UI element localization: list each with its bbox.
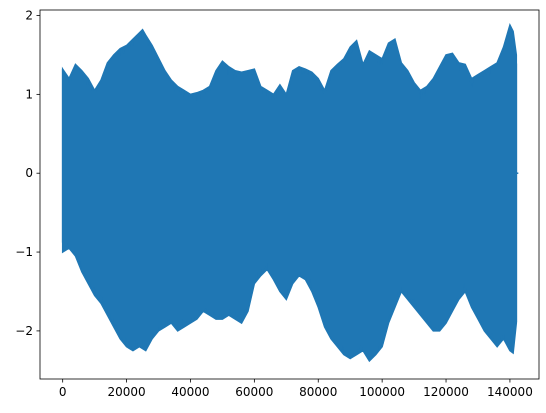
y-axis-ticks: 2 1 0 −1 −2 [15,9,40,338]
x-tick-label: 20000 [107,385,145,399]
x-tick-label: 140000 [487,385,533,399]
axes [39,9,540,380]
x-tick-label: 120000 [423,385,469,399]
x-axis-ticks: 0 20000 40000 60000 80000 100000 120000 140000 [59,379,533,399]
y-tick-label: 0 [25,166,33,180]
x-tick-label: 60000 [235,385,273,399]
y-tick-label: 2 [25,9,33,23]
series-0-line [61,30,518,359]
y-tick-label: −1 [15,245,33,259]
x-tick-label: 0 [59,385,67,399]
x-tick-label: 80000 [299,385,337,399]
x-tick-label: 40000 [171,385,209,399]
axes-frame [39,9,540,380]
series-layer [61,22,519,363]
y-tick-label: −2 [15,324,33,338]
y-tick-label: 1 [25,87,33,101]
x-tick-label: 100000 [359,385,405,399]
